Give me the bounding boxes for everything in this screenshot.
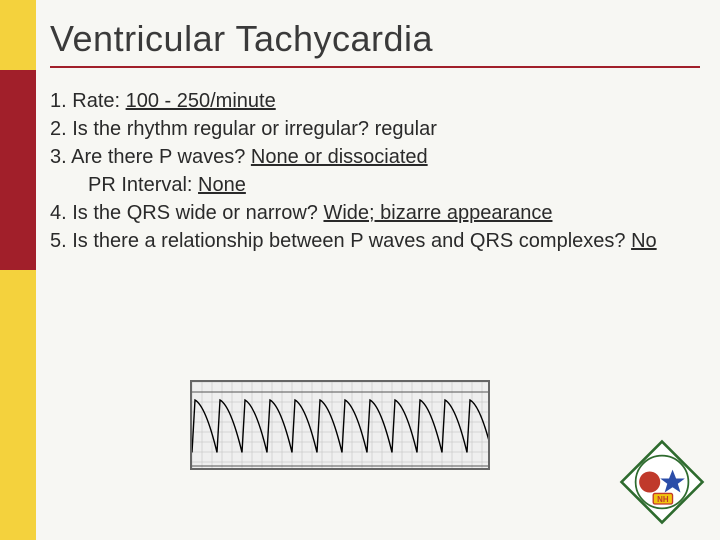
- slide-title: Ventricular Tachycardia: [50, 18, 700, 60]
- item-label: Is the rhythm regular or irregular?: [72, 118, 374, 140]
- item-label: Are there P waves?: [71, 146, 251, 168]
- item-value: Wide; bizarre appearance: [323, 202, 552, 224]
- item-label: PR Interval:: [88, 174, 198, 196]
- criteria-item: PR Interval: None: [50, 172, 700, 198]
- criteria-item: 4. Is the QRS wide or narrow? Wide; biza…: [50, 200, 700, 226]
- accent-sidebar: [0, 0, 36, 540]
- item-number: 3.: [50, 146, 71, 168]
- criteria-item: 5. Is there a relationship between P wav…: [50, 228, 700, 254]
- logo-label: NH: [657, 495, 669, 504]
- sidebar-stripe-top: [0, 0, 36, 70]
- ecg-waveform: [192, 382, 490, 470]
- ecg-strip: [190, 380, 490, 470]
- item-value: 100 - 250/minute: [126, 90, 276, 112]
- item-value: None or dissociated: [251, 146, 428, 168]
- sidebar-stripe-bottom: [0, 270, 36, 540]
- item-label: Rate:: [72, 90, 125, 112]
- criteria-item: 2. Is the rhythm regular or irregular? r…: [50, 116, 700, 142]
- item-number: 2.: [50, 118, 72, 140]
- title-rule: [50, 66, 700, 68]
- item-value: No: [631, 230, 657, 252]
- criteria-list: 1. Rate: 100 - 250/minute2. Is the rhyth…: [50, 88, 700, 254]
- criteria-item: 3. Are there P waves? None or dissociate…: [50, 144, 700, 170]
- item-number: 5.: [50, 230, 72, 252]
- item-value: None: [198, 174, 246, 196]
- sidebar-stripe-mid: [0, 70, 36, 270]
- item-label: Is there a relationship between P waves …: [72, 230, 631, 252]
- item-number: 4.: [50, 202, 72, 224]
- item-number: 1.: [50, 90, 72, 112]
- item-value: regular: [375, 118, 437, 140]
- slide-content: Ventricular Tachycardia 1. Rate: 100 - 2…: [50, 18, 700, 256]
- criteria-item: 1. Rate: 100 - 250/minute: [50, 88, 700, 114]
- item-label: Is the QRS wide or narrow?: [72, 202, 323, 224]
- nh-ems-logo: NH: [618, 438, 706, 526]
